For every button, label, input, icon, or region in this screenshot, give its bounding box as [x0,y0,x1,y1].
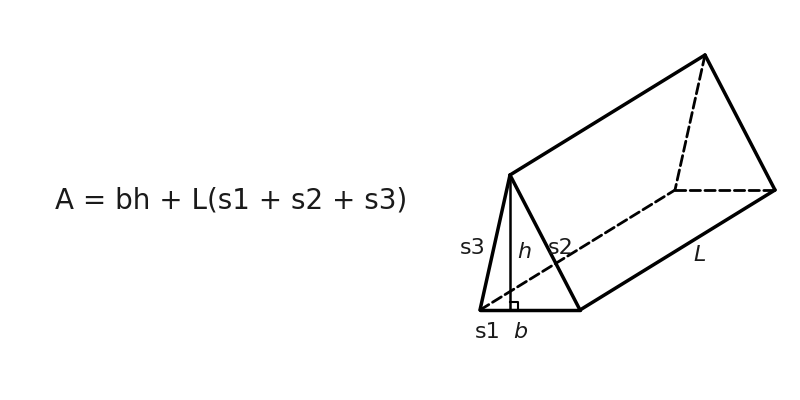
Text: s1: s1 [475,322,501,342]
Text: L: L [694,245,706,265]
Text: A = bh + L(s1 + s2 + s3): A = bh + L(s1 + s2 + s3) [55,186,407,214]
Text: h: h [517,242,531,262]
Text: s2: s2 [548,238,574,258]
Text: b: b [513,322,527,342]
Text: s3: s3 [460,238,486,258]
